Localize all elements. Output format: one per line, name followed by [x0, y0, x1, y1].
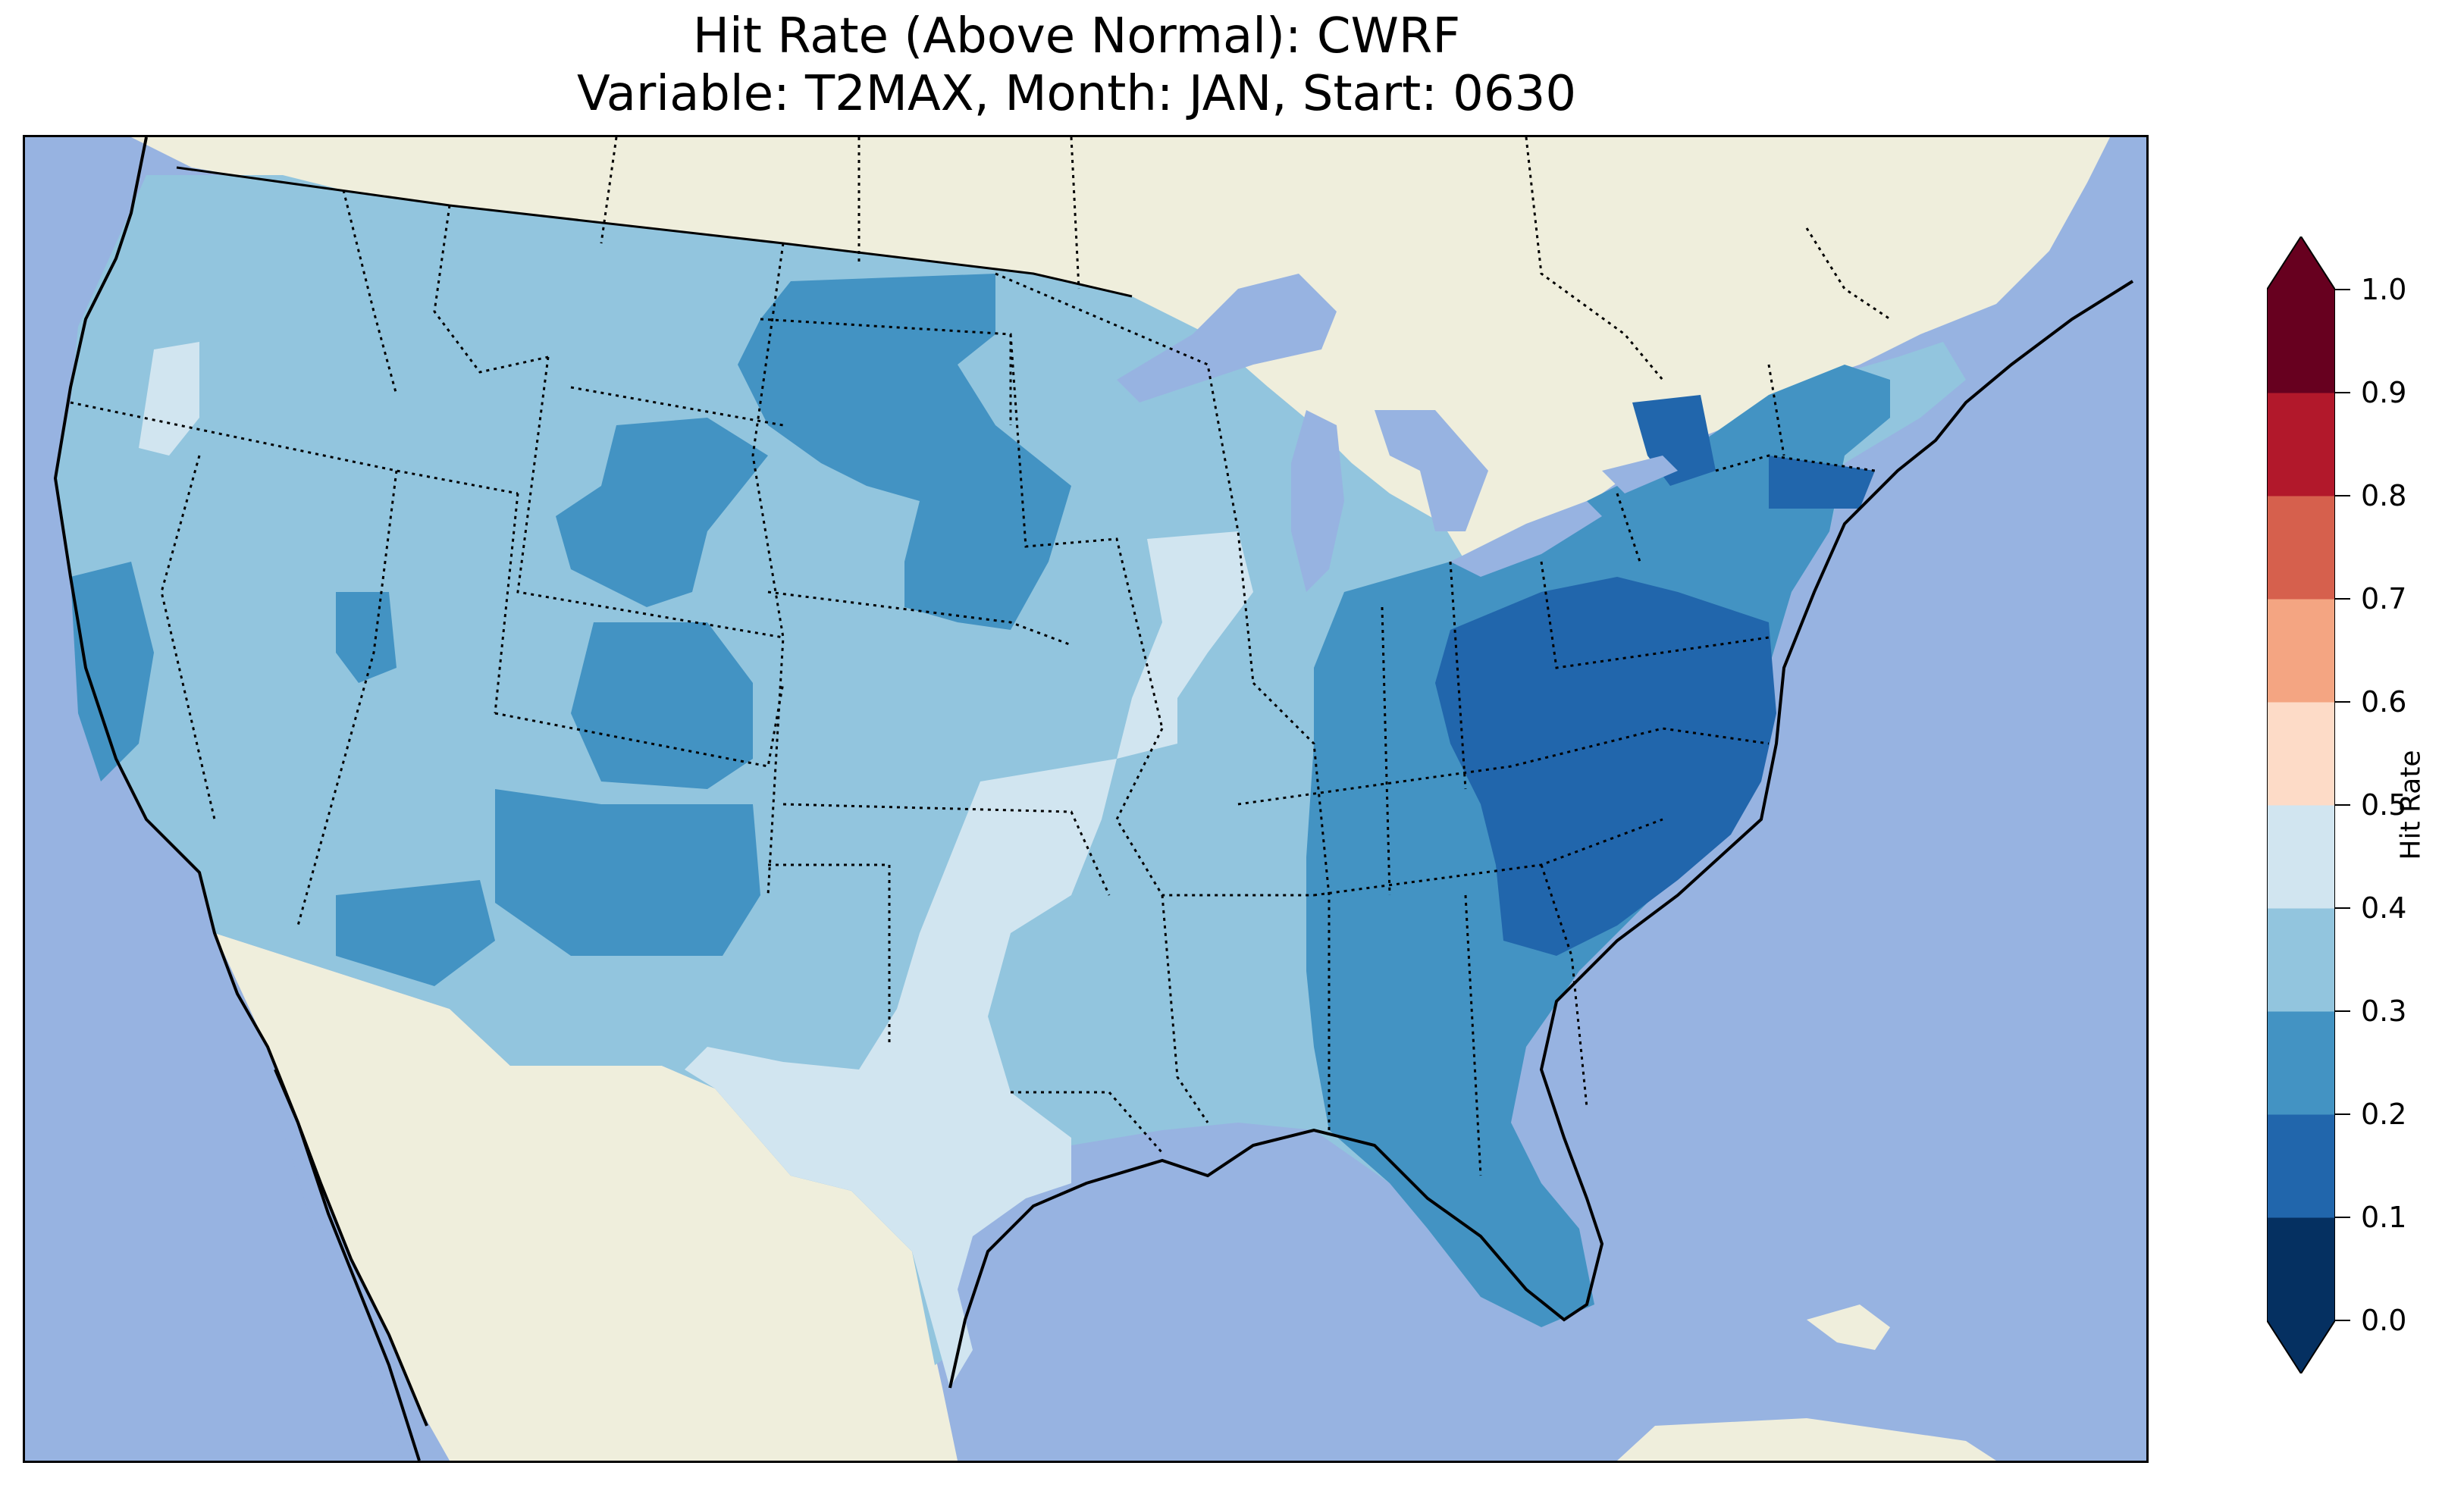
colorbar-bin: [2267, 599, 2335, 703]
midwest-field-0.4-0.5: [1117, 531, 1253, 759]
colorbar-tick-mark: [2335, 804, 2350, 806]
colorbar: [2267, 236, 2335, 1373]
colorbar-tick-label: 0.1: [2361, 1201, 2407, 1234]
us-coastline: [53, 137, 421, 1461]
us-canada-border: [176, 166, 1133, 298]
colorbar-tick-mark: [2335, 392, 2350, 393]
colorbar-tick-mark: [2335, 1113, 2350, 1115]
colorbar-tick-label: 0.3: [2361, 994, 2407, 1028]
country-borders: [600, 137, 1891, 381]
plains-field-0.2-0.3: [738, 274, 1071, 630]
colorbar-tick-mark: [2335, 1320, 2350, 1321]
state-borders: [70, 189, 1876, 1176]
lake-michigan: [1291, 410, 1344, 592]
appalachian-field-0.1-0.2: [1435, 577, 1776, 956]
colorbar-tick-label: 0.7: [2361, 582, 2407, 615]
colorbar-bin: [2267, 1011, 2335, 1115]
colorbar-tick-label: 0.0: [2361, 1304, 2407, 1337]
colorado-field-0.2-0.3: [571, 622, 753, 789]
map-svg: [25, 137, 2146, 1461]
colorbar-tick-mark: [2335, 1217, 2350, 1218]
lake-superior: [1117, 274, 1337, 402]
chart-title-line-1: Hit Rate (Above Normal): CWRF: [692, 8, 1461, 64]
colorbar-tick-label: 0.5: [2361, 788, 2407, 822]
colorbar-bin: [2267, 908, 2335, 1012]
mexico-land: [215, 933, 958, 1461]
map-panel: [23, 135, 2149, 1463]
colorbar-tick-label: 0.8: [2361, 479, 2407, 512]
colorbar-extend-top: [2267, 236, 2335, 290]
baja-coastline: [274, 1069, 428, 1427]
colorbar-label: Hit Rate: [2395, 750, 2427, 860]
colorbar-tick-mark: [2335, 1010, 2350, 1012]
california-field-0.2-0.3: [71, 562, 154, 781]
texas-field-0.4-0.5: [685, 759, 1117, 1388]
colorbar-tick-mark: [2335, 598, 2350, 600]
colorbar-tick-mark: [2335, 495, 2350, 496]
colorbar-tick-label: 0.6: [2361, 685, 2407, 719]
colorbar-tick-label: 0.4: [2361, 891, 2407, 925]
socal-field-0.2-0.3: [336, 880, 495, 986]
colorbar-bin: [2267, 702, 2335, 806]
colorbar-tick-mark: [2335, 701, 2350, 703]
colorbar-tick-label: 1.0: [2361, 273, 2407, 306]
chart-title-line-2: Variable: T2MAX, Month: JAN, Start: 0630: [576, 66, 1577, 122]
colorbar-bin: [2267, 1217, 2335, 1321]
wyoming-field-0.2-0.3: [556, 418, 768, 607]
colorbar-tick-mark: [2335, 907, 2350, 909]
colorbar-bin: [2267, 805, 2335, 909]
canada-land: [131, 137, 2110, 607]
lake-ontario: [1602, 456, 1678, 493]
colorbar-bin: [2267, 1114, 2335, 1218]
colorbar-extend-bottom: [2267, 1320, 2335, 1373]
south-caribbean-land: [1617, 1418, 1996, 1461]
cuba-land: [1807, 1305, 1890, 1350]
colorbar-bin: [2267, 290, 2335, 393]
colorbar-tick-label: 0.2: [2361, 1098, 2407, 1131]
colorbar-bin: [2267, 496, 2335, 600]
colorbar-bin: [2267, 393, 2335, 496]
colorbar-tick-mark: [2335, 289, 2350, 290]
gulf-coastline: [948, 280, 2134, 1389]
lake-erie: [1450, 501, 1602, 577]
newengland-field-0.1-0.2: [1769, 456, 1875, 509]
gulf-of-california: [268, 1070, 434, 1461]
lake-huron: [1375, 410, 1488, 531]
colorbar-tick-label: 0.9: [2361, 376, 2407, 409]
arizona-field-0.2-0.3: [495, 789, 760, 956]
idaho-field-0.2-0.3: [336, 592, 397, 683]
